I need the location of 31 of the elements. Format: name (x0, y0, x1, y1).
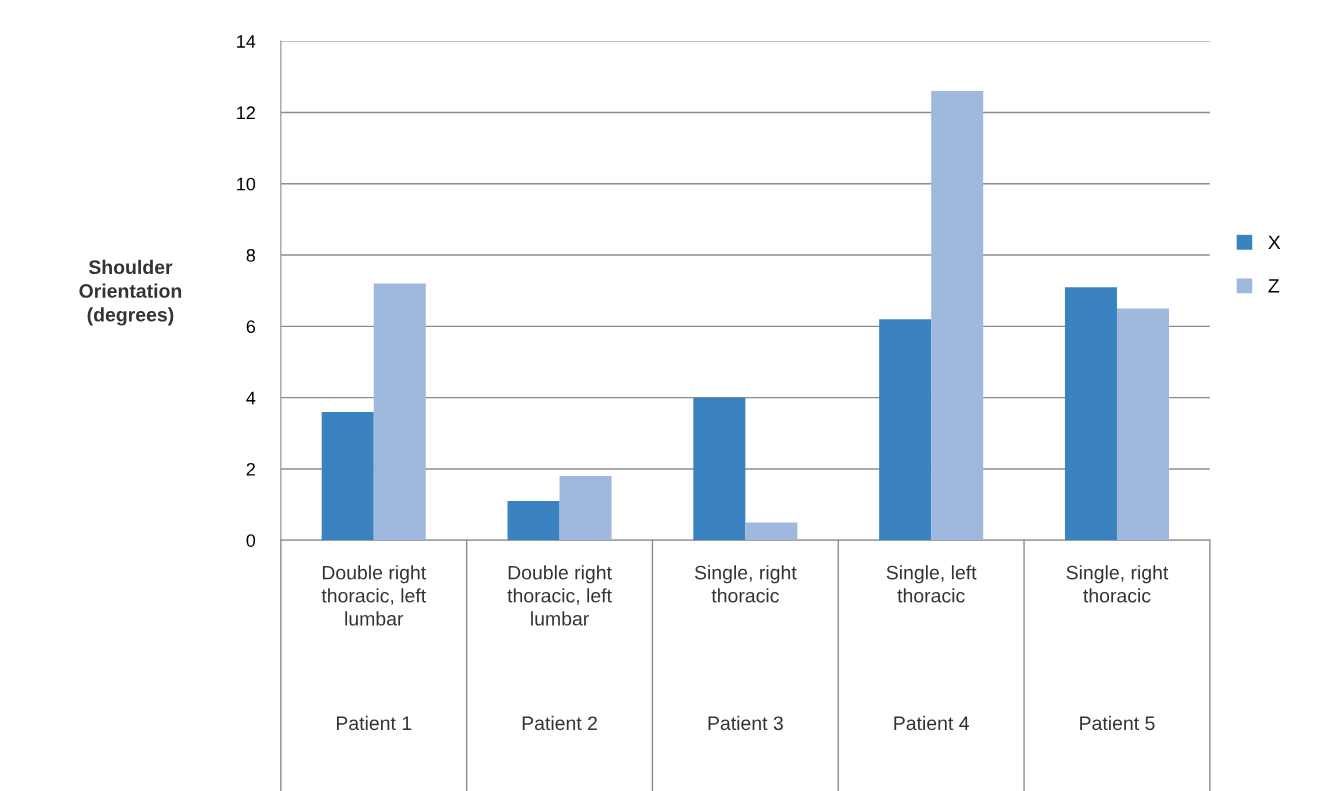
y-tick-label: 2 (246, 462, 255, 476)
text: Patient 5 (1080, 715, 1155, 731)
bar (693, 397, 746, 541)
bar (507, 501, 560, 541)
y-tick-label: 8 (246, 248, 256, 262)
bar (321, 411, 374, 541)
text: Patient 4 (894, 715, 969, 731)
y-tick-label: 10 (237, 177, 256, 191)
y-axis-title: Shoulder Orientation (degrees) (79, 259, 182, 326)
legend-label: Z (1268, 279, 1280, 293)
bar (931, 91, 984, 541)
x-tick-label: Single, left thoracic (886, 565, 977, 603)
y-tick-label: 0 (246, 534, 256, 547)
bar (1064, 287, 1117, 541)
x-tick-label: Double right thoracic, left lumbar (507, 565, 612, 626)
x-tick-label: Single, right thoracic (694, 565, 797, 603)
bar (559, 476, 612, 541)
y-tick-label: 12 (237, 106, 255, 119)
text: Patient 2 (522, 715, 597, 731)
bar (745, 522, 798, 541)
y-tick-label: 6 (246, 320, 256, 334)
text: Patient 1 (336, 715, 412, 731)
legend-label: X (1268, 235, 1281, 250)
x-tick-label: Double right thoracic, left lumbar (321, 565, 427, 626)
y-tick-label: 4 (246, 391, 256, 405)
text: Patient 3 (708, 715, 783, 731)
bar (1116, 308, 1169, 541)
bar (373, 283, 426, 541)
y-tick-label: 14 (237, 35, 256, 48)
bar (879, 319, 932, 541)
x-tick-label: Single, right thoracic (1066, 565, 1169, 603)
